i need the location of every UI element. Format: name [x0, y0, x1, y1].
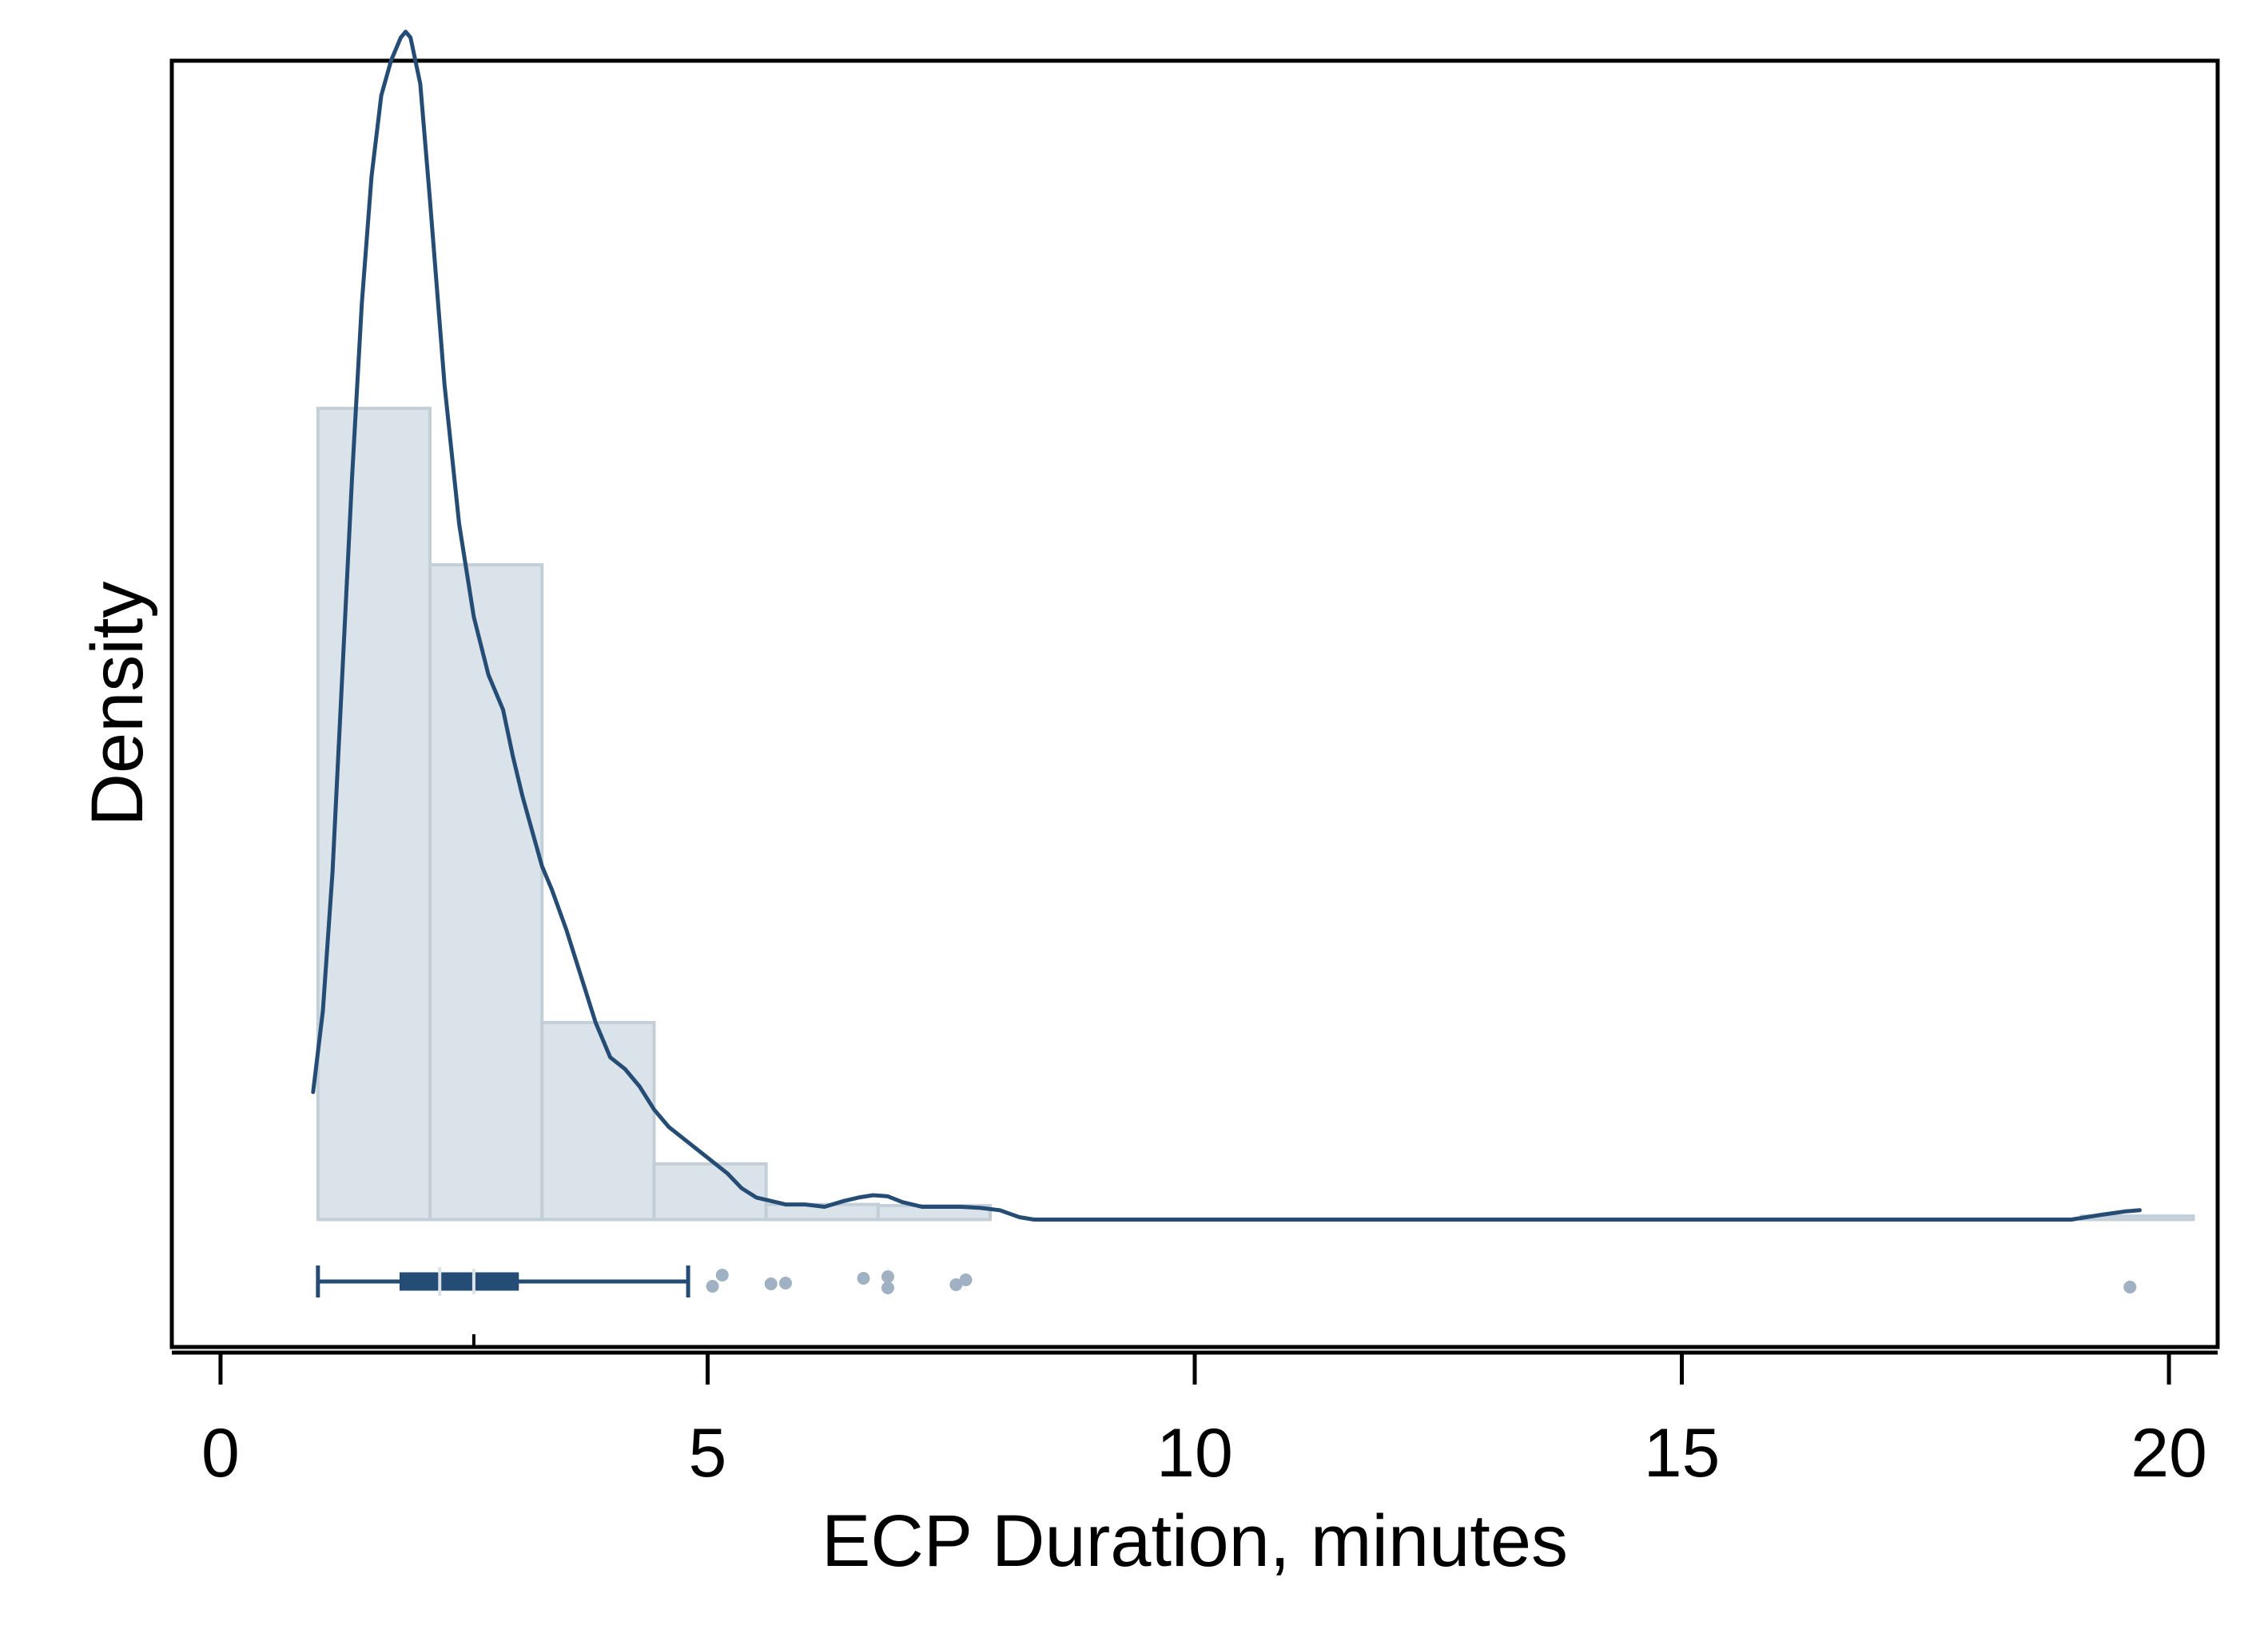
x-tick-label: 15: [1644, 1415, 1721, 1492]
y-axis-title: Density: [77, 582, 158, 827]
x-tick-label: 0: [201, 1415, 240, 1492]
outlier-point: [949, 1278, 963, 1291]
outlier-point: [715, 1269, 729, 1281]
outlier-point: [706, 1280, 719, 1293]
x-axis-title: ECP Duration, minutes: [822, 1500, 1568, 1582]
histogram-bars: [316, 407, 2195, 1222]
box-iqr: [399, 1272, 519, 1291]
x-tick-label: 20: [2131, 1415, 2207, 1492]
x-tick-label: 10: [1156, 1415, 1233, 1492]
histogram-bar: [540, 1020, 656, 1222]
outlier-point: [779, 1277, 792, 1289]
outlier-point: [959, 1274, 973, 1286]
density-curve-layer: [311, 30, 2142, 1222]
outlier-point: [881, 1270, 894, 1283]
outlier-point: [881, 1281, 894, 1294]
outlier-point: [764, 1277, 778, 1290]
plot-frame: [169, 58, 2220, 1349]
box-plot: [316, 1266, 2137, 1347]
outlier-point: [857, 1272, 870, 1285]
outlier-point: [2123, 1281, 2137, 1293]
density-curve: [311, 30, 2142, 1222]
x-tick-label: 5: [689, 1415, 727, 1492]
histogram-bar: [428, 562, 544, 1222]
x-axis: 0 5 10 15 20: [172, 1350, 2218, 1492]
